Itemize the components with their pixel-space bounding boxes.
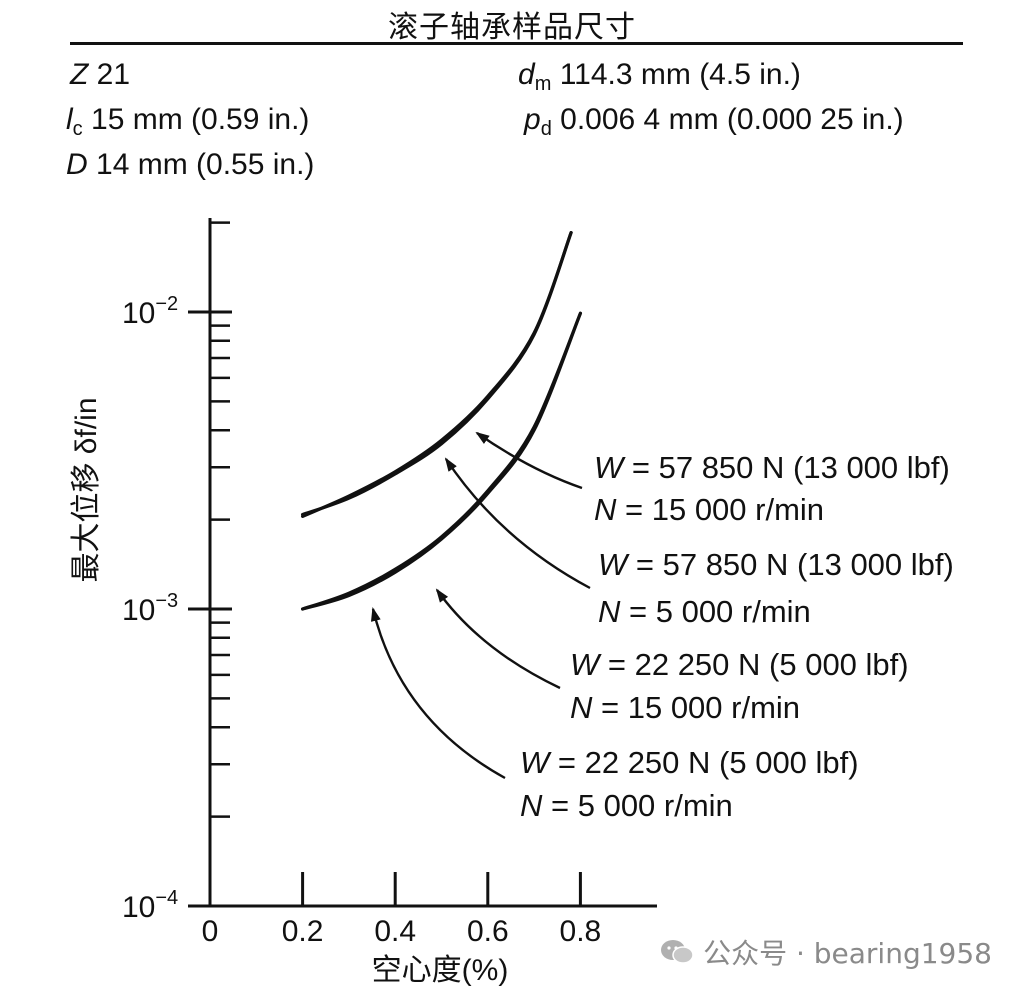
param-lc-symbol: l	[66, 103, 73, 136]
y-tick-label: 10−2	[122, 293, 178, 330]
x-axis-label: 空心度(%)	[372, 954, 509, 987]
series-arrow-2	[444, 457, 591, 590]
param-lc: lc 15 mm (0.59 in.)	[66, 103, 309, 141]
param-z: Z 21	[70, 58, 130, 92]
wechat-icon	[661, 940, 694, 964]
series-line-4	[301, 311, 582, 611]
series-label-speed-2: N = 5 000 r/min	[598, 594, 811, 629]
param-dm-symbol: d	[518, 58, 535, 91]
series-label-load-1: W = 57 850 N (13 000 lbf)	[594, 450, 950, 485]
x-tick-label: 0.4	[374, 915, 416, 948]
param-z-value: 21	[88, 58, 131, 91]
param-d-symbol: D	[66, 148, 88, 181]
title-rule	[70, 42, 963, 45]
series-arrow-1	[475, 431, 583, 490]
series-label-load-2: W = 57 850 N (13 000 lbf)	[598, 547, 954, 582]
series-label-speed-1: N = 15 000 r/min	[594, 492, 824, 527]
param-d: D 14 mm (0.55 in.)	[66, 148, 314, 182]
param-lc-sub: c	[72, 118, 83, 140]
series-label-load-4: W = 22 250 N (5 000 lbf)	[520, 745, 859, 780]
param-dm: dm 114.3 mm (4.5 in.)	[518, 58, 801, 96]
series-line-3	[301, 311, 582, 611]
x-tick-label: 0.8	[560, 915, 602, 948]
param-dm-value: 114.3 mm (4.5 in.)	[551, 58, 801, 91]
param-pd-sub: d	[540, 118, 552, 140]
param-dm-sub: m	[534, 73, 552, 95]
param-z-symbol: Z	[70, 58, 89, 91]
x-tick-label: 0.2	[282, 915, 324, 948]
param-pd: pd 0.006 4 mm (0.000 25 in.)	[524, 103, 904, 141]
param-pd-symbol: p	[524, 103, 541, 136]
x-tick-label: 0	[202, 915, 219, 948]
y-axis-label: 最大位移 δf/in	[70, 397, 103, 582]
series-line-1	[301, 231, 573, 518]
series-label-speed-4: N = 5 000 r/min	[520, 788, 733, 823]
series-label-load-3: W = 22 250 N (5 000 lbf)	[570, 647, 909, 682]
series-line-2	[301, 231, 573, 517]
x-tick-label: 0.6	[467, 915, 509, 948]
watermark-text: 公众号 · bearing1958	[703, 937, 992, 970]
chart-title: 滚子轴承样品尺寸	[388, 10, 636, 45]
watermark: 公众号 · bearing1958	[659, 932, 992, 972]
param-lc-value: 15 mm (0.59 in.)	[82, 103, 310, 136]
series-arrow-3	[435, 588, 561, 690]
param-pd-value: 0.006 4 mm (0.000 25 in.)	[551, 103, 904, 136]
param-d-value: 14 mm (0.55 in.)	[87, 148, 315, 181]
series-label-speed-3: N = 15 000 r/min	[570, 690, 800, 725]
series-arrow-4	[370, 607, 506, 780]
y-tick-label: 10−3	[122, 590, 178, 627]
y-tick-label: 10−4	[122, 887, 178, 924]
